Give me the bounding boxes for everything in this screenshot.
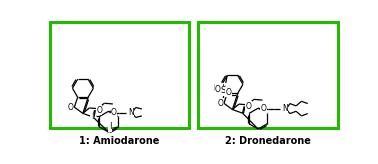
Text: O: O [226, 88, 232, 97]
Text: I: I [91, 112, 93, 121]
Text: O: O [260, 104, 266, 113]
Text: O: O [215, 85, 221, 94]
Text: N: N [128, 108, 134, 117]
Bar [198, 22, 338, 128]
Text: 1: Amiodarone: 1: Amiodarone [79, 136, 160, 146]
Text: O: O [96, 106, 102, 115]
Text: N: N [282, 104, 288, 113]
Text: O: O [217, 99, 223, 108]
Text: S: S [221, 86, 226, 95]
Text: O: O [111, 108, 117, 117]
Text: O: O [68, 103, 74, 112]
Text: 2: Dronedarone: 2: Dronedarone [225, 136, 311, 146]
Text: O: O [246, 102, 252, 111]
Bar [50, 22, 189, 128]
Text: NH: NH [214, 84, 225, 93]
Text: I: I [109, 122, 112, 131]
